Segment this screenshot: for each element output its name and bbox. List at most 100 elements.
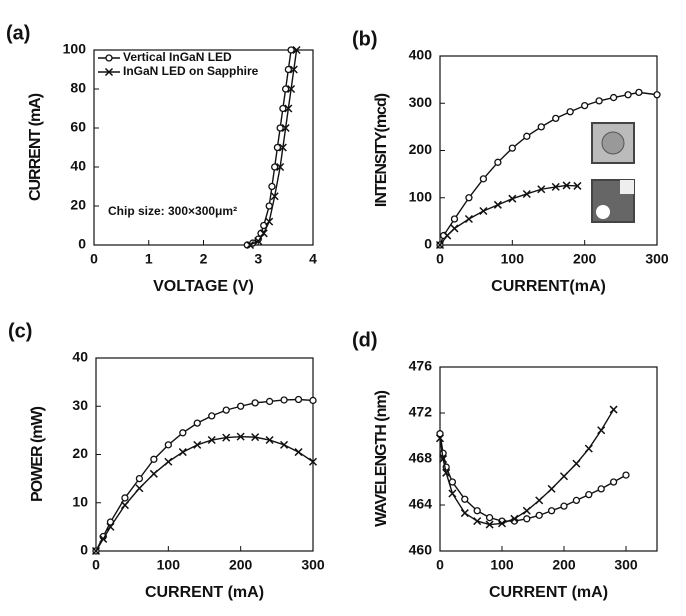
data-point xyxy=(268,182,276,191)
legend-label: InGaN LED on Sapphire xyxy=(123,64,259,78)
data-point xyxy=(635,88,643,97)
y-tick-label: 472 xyxy=(409,404,433,420)
data-point xyxy=(276,124,284,132)
data-point xyxy=(461,495,469,503)
data-point xyxy=(164,441,172,449)
data-point xyxy=(265,397,274,406)
inset-photo-detail xyxy=(596,205,610,219)
data-point xyxy=(222,406,230,414)
data-point xyxy=(485,514,494,522)
x-tick-label: 0 xyxy=(92,557,100,573)
data-point xyxy=(278,143,287,152)
data-point xyxy=(448,489,457,498)
plot-frame xyxy=(439,366,658,552)
series-line xyxy=(439,433,627,522)
data-point xyxy=(497,519,507,528)
data-point xyxy=(522,506,531,515)
x-tick-label: 200 xyxy=(552,557,576,573)
data-point xyxy=(494,158,502,166)
data-point xyxy=(273,143,282,152)
data-point xyxy=(609,93,618,102)
data-point xyxy=(464,214,473,224)
data-point xyxy=(178,448,187,457)
data-point xyxy=(164,457,173,466)
data-point xyxy=(254,237,263,246)
data-point xyxy=(572,496,581,505)
data-point xyxy=(595,97,603,105)
data-point xyxy=(465,194,473,202)
data-point xyxy=(265,435,274,445)
data-point xyxy=(443,231,452,240)
data-point xyxy=(435,240,445,250)
y-tick-label: 0 xyxy=(424,236,432,252)
data-point xyxy=(149,469,158,478)
y-tick-label: 80 xyxy=(70,80,86,96)
data-point xyxy=(135,474,144,483)
x-axis-label: CURRENT(mA) xyxy=(491,278,606,295)
data-point xyxy=(294,395,303,404)
panel-label: (c) xyxy=(8,320,32,342)
data-point xyxy=(99,534,108,543)
data-point xyxy=(208,412,216,420)
data-point xyxy=(265,217,274,226)
data-point xyxy=(259,229,268,238)
data-point xyxy=(508,144,516,152)
y-tick-label: 476 xyxy=(409,358,433,374)
data-point xyxy=(207,435,216,445)
x-tick-label: 0 xyxy=(90,251,98,267)
y-axis-label: WAVELENGTH (nm) xyxy=(373,390,390,526)
y-tick-label: 10 xyxy=(72,493,88,509)
data-point xyxy=(479,206,488,216)
data-point xyxy=(552,114,560,123)
x-tick-label: 0 xyxy=(436,557,444,573)
data-point xyxy=(562,181,571,190)
data-point xyxy=(271,163,279,171)
data-point xyxy=(522,189,531,199)
y-axis-label: POWER (mW) xyxy=(29,406,46,502)
y-tick-label: 400 xyxy=(409,47,433,63)
y-tick-label: 300 xyxy=(409,94,433,110)
x-tick-label: 300 xyxy=(614,557,638,573)
data-point xyxy=(309,396,317,405)
y-tick-label: 460 xyxy=(409,542,433,558)
data-point xyxy=(473,517,482,526)
data-point xyxy=(551,182,560,191)
data-point xyxy=(479,175,488,183)
legend-marker xyxy=(104,67,114,77)
data-point xyxy=(246,240,255,250)
data-point xyxy=(281,85,290,93)
data-point xyxy=(120,501,129,510)
y-tick-label: 40 xyxy=(72,349,88,365)
data-point xyxy=(179,429,187,437)
data-point xyxy=(135,484,144,493)
x-tick-label: 3 xyxy=(254,251,262,267)
x-axis-label: CURRENT (mA) xyxy=(145,584,264,601)
data-point xyxy=(573,181,582,190)
x-tick-label: 0 xyxy=(436,251,444,267)
data-point xyxy=(653,91,661,99)
data-point xyxy=(442,468,451,477)
data-point xyxy=(193,419,201,427)
data-point xyxy=(439,454,448,464)
data-point xyxy=(284,104,293,113)
data-point xyxy=(251,433,260,442)
data-point xyxy=(560,502,568,510)
y-tick-label: 468 xyxy=(409,450,433,466)
series-line xyxy=(249,49,298,246)
series-line xyxy=(439,409,615,526)
x-tick-label: 100 xyxy=(157,557,181,573)
data-point xyxy=(609,405,618,414)
data-point xyxy=(597,426,606,435)
data-point xyxy=(279,104,287,113)
y-tick-label: 30 xyxy=(72,397,88,413)
y-tick-label: 464 xyxy=(409,496,433,512)
y-axis-label: CURRENT (mA) xyxy=(27,93,44,201)
data-point xyxy=(289,65,298,74)
data-point xyxy=(150,455,158,463)
data-point xyxy=(292,45,301,55)
data-point xyxy=(287,46,295,54)
data-point xyxy=(251,399,259,407)
data-point xyxy=(91,546,101,556)
